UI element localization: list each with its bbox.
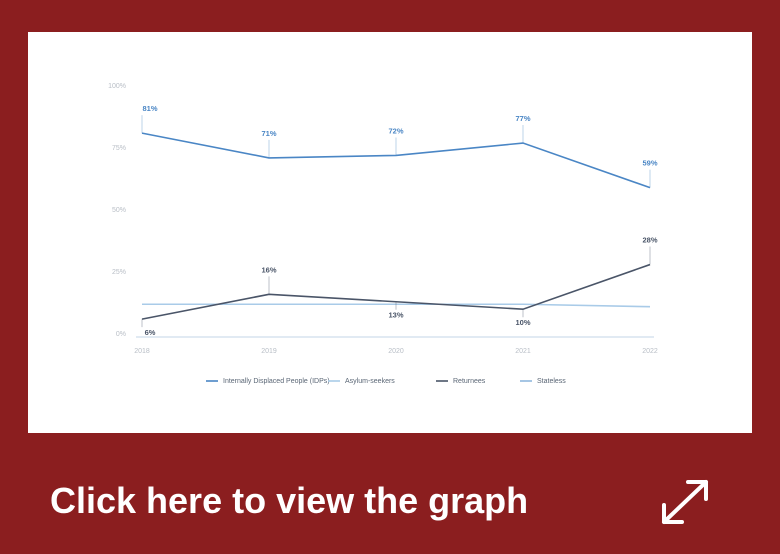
chart-panel: 0% 25% 50% 75% 100% 2018 2019 2020 2021 2022 81% 71… <box>28 32 752 433</box>
data-label: 77% <box>515 114 530 123</box>
x-tick-label: 2018 <box>134 348 150 355</box>
y-tick-label: 75% <box>112 145 126 152</box>
x-tick-label: 2020 <box>388 348 404 355</box>
data-label: 13% <box>388 311 403 320</box>
expand-icon[interactable] <box>658 476 712 528</box>
x-tick-label: 2019 <box>261 348 277 355</box>
legend-label: Internally Displaced People (IDPs) <box>223 378 330 385</box>
chart: 0% 25% 50% 75% 100% 2018 2019 2020 2021 2022 81% 71… <box>108 83 658 385</box>
data-label: 10% <box>515 318 530 327</box>
legend-label: Returnees <box>453 378 486 385</box>
legend-label: Asylum-seekers <box>345 378 395 385</box>
data-label: 28% <box>642 236 657 245</box>
data-label: 81% <box>142 104 157 113</box>
y-tick-label: 0% <box>116 331 126 338</box>
x-tick-label: 2021 <box>515 348 531 355</box>
view-graph-link[interactable]: Click here to view the graph <box>50 480 529 521</box>
y-tick-label: 50% <box>112 207 126 214</box>
x-tick-label: 2022 <box>642 348 658 355</box>
y-tick-label: 25% <box>112 269 126 276</box>
data-label: 6% <box>145 328 156 337</box>
y-tick-label: 100% <box>108 83 126 90</box>
data-label: 72% <box>388 126 403 135</box>
legend-label: Stateless <box>537 378 566 385</box>
data-label: 16% <box>261 265 276 274</box>
data-label: 59% <box>642 159 657 168</box>
data-label: 71% <box>261 129 276 138</box>
